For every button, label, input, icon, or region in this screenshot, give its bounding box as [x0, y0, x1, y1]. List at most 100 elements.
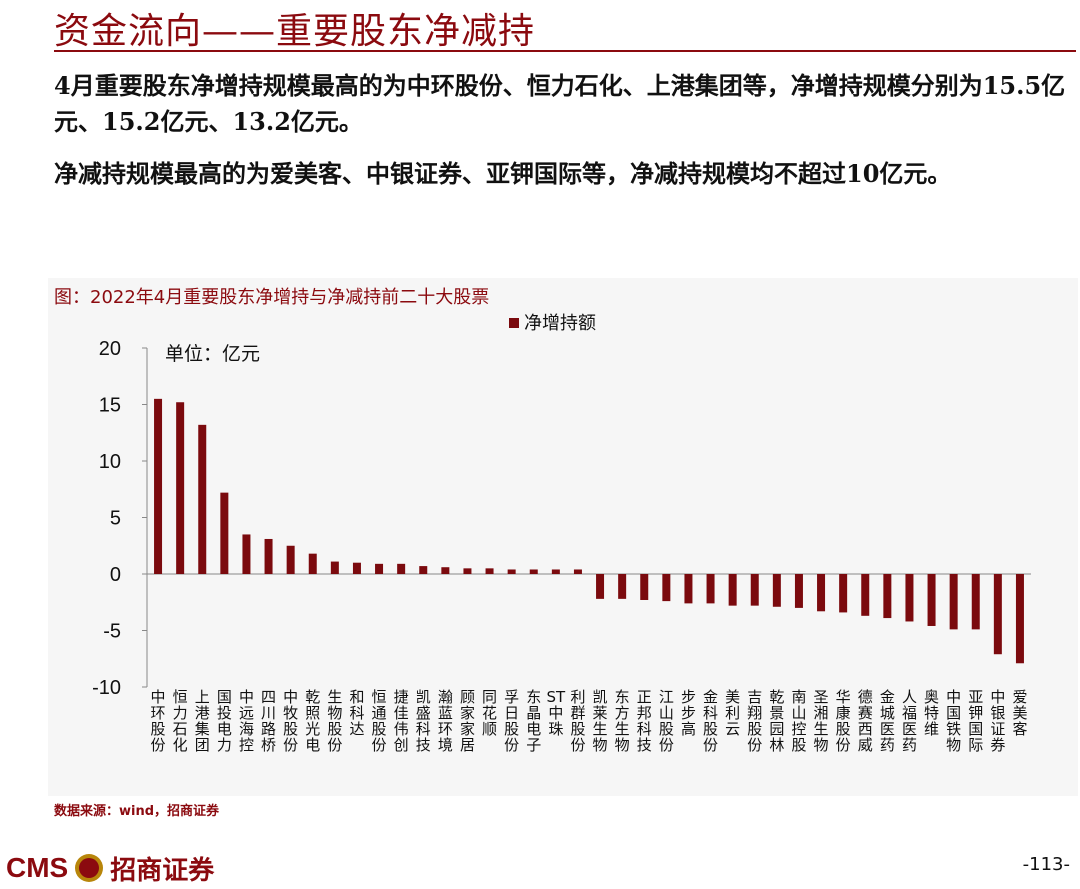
- bar: [993, 574, 1002, 655]
- bar-chart: 20 15 10 5 0 -5 -10 单位：亿元 中环股份恒力石化上港集团国投电力中远海控四…: [92, 313, 1031, 754]
- bar: [905, 574, 914, 622]
- x-tick-label: 四川路桥: [261, 688, 276, 754]
- bar: [308, 553, 317, 574]
- bar: [1015, 574, 1024, 664]
- x-tick-label: 生物股份: [327, 688, 342, 754]
- bar: [397, 563, 406, 574]
- x-tick-label: 孚日股份: [504, 688, 519, 754]
- bar: [640, 574, 649, 600]
- bar: [242, 534, 251, 574]
- bar: [618, 574, 627, 599]
- x-tick-label: 德赛西威: [858, 688, 873, 754]
- bar: [684, 574, 693, 604]
- bar: [949, 574, 958, 630]
- x-tick-label: 中环股份: [151, 688, 166, 754]
- y-tick-label: 5: [110, 508, 121, 530]
- x-tick-label: 中银证券: [990, 688, 1005, 754]
- bar: [352, 562, 361, 574]
- x-tick-label: 吉翔股份: [747, 688, 762, 754]
- x-tick-label: 中远海控: [239, 688, 254, 754]
- bar: [971, 574, 980, 630]
- y-tick-label: -10: [92, 677, 121, 699]
- x-tick-label: 美利云: [725, 688, 740, 738]
- bar: [419, 566, 428, 574]
- x-tick-label: 亚钾国际: [968, 688, 983, 754]
- bar: [750, 574, 759, 606]
- bar: [485, 568, 494, 574]
- x-tick-label: 东方生物: [615, 688, 630, 754]
- summary-paragraph-1: 4月重要股东净增持规模最高的为中环股份、恒力石化、上港集团等，净增持规模分别为1…: [54, 71, 1066, 136]
- bar: [839, 574, 848, 613]
- bar: [264, 538, 273, 574]
- x-tick-label: 华康股份: [836, 688, 851, 754]
- bar: [198, 424, 207, 574]
- x-tick-label: 步步高: [681, 688, 696, 738]
- chart-panel: [48, 278, 1078, 796]
- logo-latin: CMS: [6, 852, 69, 883]
- y-tick-label: 15: [99, 395, 121, 417]
- title-divider: [54, 50, 1076, 52]
- unit-note: 单位：亿元: [165, 343, 260, 365]
- bar: [441, 567, 450, 574]
- x-tick-label: 利群股份: [570, 688, 585, 754]
- bar: [728, 574, 737, 606]
- x-tick-label: 中国铁物: [946, 688, 961, 754]
- x-tick-label: 人福医药: [902, 688, 917, 754]
- logo-chinese: 招商证券: [110, 855, 215, 886]
- x-tick-label: 上港集团: [195, 688, 210, 754]
- x-tick-label: 中牧股份: [283, 688, 298, 754]
- bar: [375, 563, 384, 574]
- bar: [596, 574, 605, 599]
- x-tick-label: 捷佳伟创: [394, 688, 409, 754]
- x-tick-label: 圣湘生物: [814, 688, 829, 754]
- chart-title: 图：2022年4月重要股东净增持与净减持前二十大股票: [54, 287, 490, 308]
- x-tick-label: 凯莱生物: [593, 688, 608, 754]
- summary-paragraph-2: 净减持规模最高的为爱美客、中银证券、亚钾国际等，净减持规模均不超过10亿元。: [54, 159, 952, 188]
- x-tick-label: 金科股份: [703, 688, 718, 754]
- y-tick-label: 20: [99, 338, 121, 360]
- x-tick-label: 江山股份: [659, 688, 674, 754]
- page-title: 资金流向——重要股东净减持: [54, 11, 536, 52]
- company-logo: CMS 招商证券: [6, 848, 214, 888]
- bar: [573, 569, 582, 574]
- x-tick-label: 国投电力: [217, 688, 232, 754]
- bar: [529, 569, 538, 574]
- logo-emblem-icon: [75, 854, 104, 882]
- x-tick-label: 东晶电子: [526, 688, 541, 754]
- x-tick-label: ST 中珠: [547, 688, 567, 738]
- bar: [176, 402, 185, 574]
- data-source: 数据来源：wind，招商证券: [54, 804, 220, 819]
- legend-label: 净增持额: [524, 313, 596, 334]
- x-tick-label: 瀚蓝环境: [438, 688, 453, 754]
- x-tick-label: 奥特维: [924, 688, 939, 738]
- x-tick-label: 恒力石化: [173, 688, 188, 754]
- x-tick-label: 金城医药: [880, 688, 895, 754]
- bar: [220, 492, 229, 574]
- y-tick-label: 10: [99, 451, 121, 473]
- bar: [286, 545, 295, 574]
- bar: [463, 568, 472, 574]
- bar: [330, 561, 339, 574]
- bar: [817, 574, 826, 612]
- x-tick-label: 和科达: [349, 688, 364, 738]
- x-tick-label: 南山控股: [791, 688, 806, 754]
- bar: [794, 574, 803, 608]
- bar: [927, 574, 936, 626]
- bar: [551, 569, 560, 574]
- bar: [772, 574, 781, 607]
- bar: [706, 574, 715, 604]
- x-tick-label: 爱美客: [1012, 688, 1027, 738]
- x-tick-label: 乾景园林: [769, 688, 784, 754]
- x-tick-label: 正邦科技: [637, 688, 652, 754]
- bar: [861, 574, 870, 616]
- legend-swatch: [509, 318, 519, 328]
- x-tick-label: 同花顺: [482, 688, 497, 738]
- bar: [662, 574, 671, 602]
- x-tick-label: 乾照光电: [305, 688, 320, 754]
- bar: [883, 574, 892, 619]
- page-number: -113-: [1022, 854, 1070, 875]
- y-tick-label: -5: [103, 621, 121, 643]
- x-tick-label: 顾家家居: [460, 688, 475, 754]
- x-tick-label: 恒通股份: [372, 688, 387, 754]
- y-tick-label: 0: [110, 564, 121, 586]
